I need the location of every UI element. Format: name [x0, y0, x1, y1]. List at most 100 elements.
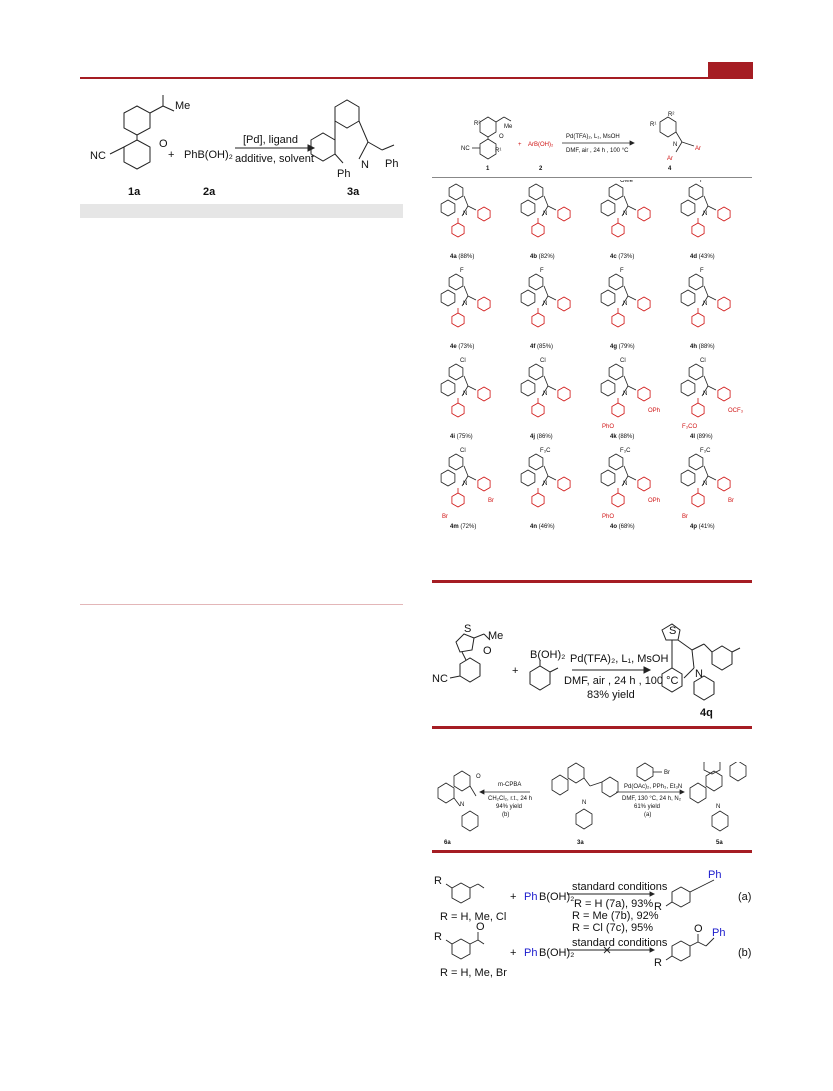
bond — [627, 295, 637, 301]
left-cond-3: 94% yield — [496, 804, 522, 810]
bond — [627, 205, 637, 211]
bond — [621, 205, 629, 217]
scheme-3: S Me O NC + B(OH)₂ Pd(TFA)₂, L₁, MsOH DM… — [432, 622, 752, 722]
product-4b: N 4b (82%) — [520, 183, 571, 260]
ar-1: Ar — [667, 156, 673, 162]
bond — [543, 375, 549, 387]
product-label: 4l (89%) — [690, 434, 713, 440]
n-atom-5a: N — [716, 804, 720, 810]
bond — [627, 385, 637, 391]
product-4i: N Cl 4i (75%) — [440, 358, 491, 440]
aryl-ring — [557, 296, 571, 312]
product-label: 4q — [700, 707, 713, 719]
product-yield: (72%) — [460, 524, 476, 530]
core-ring — [688, 183, 704, 201]
aryl-ring — [531, 492, 545, 508]
substituent: F — [700, 180, 704, 184]
row-a-plus: + — [510, 891, 516, 903]
substituent: F — [620, 268, 624, 274]
aryl-ring — [531, 312, 545, 328]
row-b-plus: + — [510, 947, 516, 959]
conditions-top: [Pd], ligand — [243, 134, 298, 146]
product-yield: (88%) — [618, 434, 634, 440]
product-yield: (75%) — [457, 434, 473, 440]
bond — [623, 375, 629, 387]
bond — [547, 475, 557, 481]
bond — [701, 295, 709, 307]
product-yield: (68%) — [619, 524, 635, 530]
substituent: F₃C — [540, 448, 551, 454]
conditions-top: Pd(TFA)₂, L₁, MsOH — [570, 653, 668, 665]
aryl-ring — [451, 492, 465, 508]
bond — [707, 385, 717, 391]
n-atom: N — [543, 301, 547, 307]
aryl-substituent: OPh — [648, 498, 660, 504]
core-ring — [688, 273, 704, 291]
core-ring — [520, 289, 536, 307]
nc-atom: NC — [90, 150, 106, 162]
section-divider — [80, 604, 403, 605]
aryl-ring — [637, 296, 651, 312]
label-3a: 3a — [577, 840, 584, 846]
n-atom: N — [703, 211, 707, 217]
bond — [621, 475, 629, 487]
conditions-bottom: additive, solvent — [235, 153, 314, 165]
r1b-label: R¹ — [650, 122, 656, 128]
conditions-mid: DMF, air , 24 h , 100 °C — [564, 675, 678, 687]
bond — [467, 475, 477, 481]
product-id: 4c — [610, 254, 618, 260]
aryl-ring — [691, 402, 705, 418]
n-atom: N — [623, 211, 627, 217]
bond — [461, 205, 469, 217]
left-cond-4: (b) — [502, 812, 509, 818]
substituent: F₃C — [620, 448, 631, 454]
product-label: 4g (79%) — [610, 344, 635, 350]
aryl-substituent: Br — [728, 498, 734, 504]
bond — [541, 205, 549, 217]
substituent: Cl — [540, 358, 546, 364]
product-4l: N Cl OCF₃ F₃CO 4l (89%) — [680, 358, 744, 440]
scheme-5-drawing: R R = H, Me, Cl + Ph B(OH)₂ standard con… — [434, 869, 751, 979]
bond — [703, 465, 709, 477]
product-label: 3a — [347, 186, 360, 198]
bond — [461, 385, 469, 397]
core-ring — [600, 469, 616, 487]
phenylboronic-acid: PhB(OH)₂ — [184, 149, 233, 161]
bond — [463, 195, 469, 207]
aryl-ring — [451, 312, 465, 328]
bond — [701, 205, 709, 217]
product-yield: (82%) — [539, 254, 555, 260]
aryl-ring — [717, 476, 731, 492]
row-b-reagent-rest: B(OH)₂ — [539, 947, 574, 959]
aryl-ring — [691, 492, 705, 508]
carbonyl-o: O — [476, 774, 481, 780]
row-a-reagent-ph: Ph — [524, 891, 537, 903]
right-cond-2: DMF, 130 °C, 24 h, N₂ — [622, 796, 682, 802]
product-id: 4n — [530, 524, 539, 530]
n-atom-3a: N — [582, 800, 586, 806]
left-cond-2: CH₂Cl₂, r.t., 24 h — [488, 796, 532, 802]
bond — [623, 195, 629, 207]
o-atom: O — [483, 645, 492, 657]
plus-sign: + — [512, 665, 518, 677]
product-label: 4d (43%) — [690, 254, 715, 260]
product-id: 4m — [450, 524, 460, 530]
bond — [467, 205, 477, 211]
aryl-substituent: PhO — [602, 424, 614, 430]
scheme-4: O N 6a m-CPBA CH₂Cl₂, r.t., 24 h 94% yie… — [432, 757, 752, 848]
num-1: 1 — [486, 166, 490, 172]
n-atom: N — [463, 391, 467, 397]
row-a-r: R — [434, 875, 442, 887]
product-s-atom: S — [669, 625, 676, 637]
bond — [467, 385, 477, 391]
label-5a: 5a — [716, 840, 723, 846]
right-cond-3: 61% yield — [634, 804, 660, 810]
ph-bottom: Ph — [337, 168, 350, 180]
row-b-conditions: standard conditions — [572, 937, 668, 949]
scheme-5: R R = H, Me, Cl + Ph B(OH)₂ standard con… — [432, 862, 752, 982]
row-a-result-2: R = Me (7b), 92% — [572, 910, 659, 922]
core-ring — [520, 379, 536, 397]
s-atom: S — [464, 623, 471, 635]
core-ring — [520, 469, 536, 487]
substituent: F — [700, 268, 704, 274]
